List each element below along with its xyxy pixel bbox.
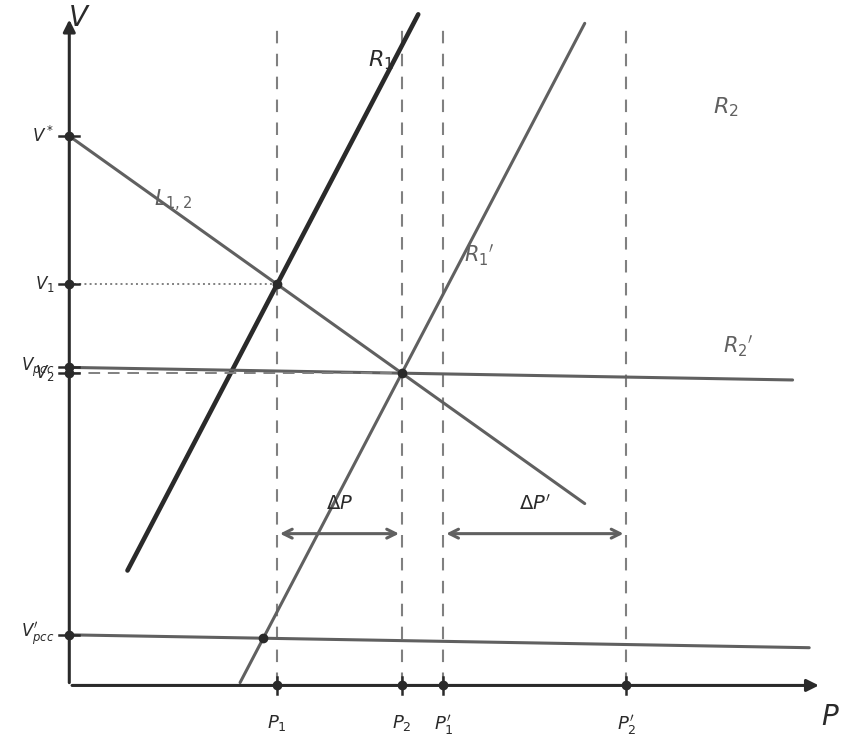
Text: $P_2$: $P_2$ <box>392 713 411 733</box>
Text: $\Delta P'$: $\Delta P'$ <box>518 493 550 513</box>
Text: $P_1'$: $P_1'$ <box>433 713 454 737</box>
Text: $R_2{'}$: $R_2{'}$ <box>723 333 754 359</box>
Text: $\Delta P$: $\Delta P$ <box>326 496 353 513</box>
Text: $V_{pcc}'$: $V_{pcc}'$ <box>21 621 54 649</box>
Text: $R_1$: $R_1$ <box>368 48 394 72</box>
Text: $V_2$: $V_2$ <box>35 363 54 383</box>
Text: $L_{1,2}$: $L_{1,2}$ <box>154 188 192 214</box>
Text: $R_1{'}$: $R_1{'}$ <box>464 242 495 268</box>
Text: $V^*$: $V^*$ <box>32 126 54 146</box>
Text: $V_1$: $V_1$ <box>35 274 54 294</box>
Text: $P$: $P$ <box>820 704 840 731</box>
Text: $P_1$: $P_1$ <box>267 713 287 733</box>
Text: $V$: $V$ <box>68 5 90 33</box>
Text: $P_2'$: $P_2'$ <box>616 713 636 737</box>
Text: $R_2$: $R_2$ <box>713 95 739 119</box>
Text: $V_{pcc}$: $V_{pcc}$ <box>21 356 54 379</box>
